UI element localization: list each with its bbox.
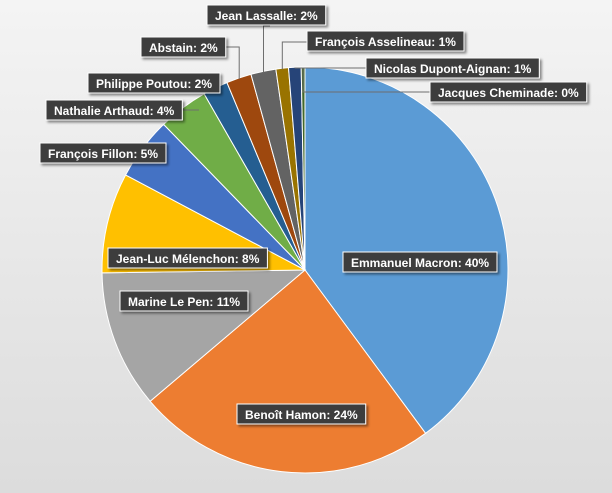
data-label: François Asselineau: 1% — [306, 30, 465, 52]
data-label: Nicolas Dupont-Aignan: 1% — [365, 57, 540, 79]
data-label: François Fillon: 5% — [39, 142, 167, 164]
leader-line — [183, 108, 199, 111]
data-label-box — [107, 247, 268, 269]
data-label-box — [39, 142, 167, 164]
leader-line — [302, 68, 430, 93]
data-label-box — [119, 290, 249, 312]
data-label-text: Nicolas Dupont-Aignan: 1% — [374, 62, 532, 76]
data-label-box — [342, 251, 498, 273]
data-label-box — [206, 4, 327, 26]
data-label-box — [236, 403, 367, 425]
pie-slice-emmanuel-macron — [304, 66, 509, 435]
data-label-box — [306, 30, 465, 52]
pie-slice-jacques-cheminade — [300, 66, 306, 271]
data-label-box — [140, 36, 227, 58]
data-label-text: Jacques Cheminade: 0% — [438, 86, 579, 100]
data-label-text: Philippe Poutou: 2% — [96, 77, 212, 91]
data-label: Marine Le Pen: 11% — [119, 290, 249, 312]
data-label-text: Marine Le Pen: 11% — [128, 295, 240, 309]
data-label-text: Jean Lassalle: 2% — [215, 9, 318, 23]
data-label-text: François Asselineau: 1% — [315, 35, 456, 49]
data-label: Abstain: 2% — [140, 36, 227, 58]
data-label: Nathalie Arthaud: 4% — [45, 99, 183, 121]
data-label-box — [365, 57, 540, 79]
leader-line — [263, 25, 270, 73]
data-label-text: Benoît Hamon: 24% — [245, 408, 358, 422]
data-label: Benoît Hamon: 24% — [236, 403, 367, 425]
data-labels: Emmanuel Macron: 40% Benoît Hamon: 24% Mar… — [39, 4, 588, 425]
leader-lines — [183, 25, 430, 111]
data-label-text: Emmanuel Macron: 40% — [351, 256, 489, 270]
leader-line — [225, 46, 240, 79]
data-label: Jean Lassalle: 2% — [206, 4, 327, 26]
data-label-box — [45, 99, 183, 121]
data-label-box — [87, 72, 221, 94]
data-label-text: Jean-Luc Mélenchon: 8% — [116, 252, 260, 266]
data-label-text: Abstain: 2% — [149, 41, 218, 55]
data-label: Jean-Luc Mélenchon: 8% — [107, 247, 268, 269]
leader-line — [281, 41, 307, 70]
data-label-box — [429, 81, 588, 103]
data-label: Emmanuel Macron: 40% — [342, 251, 498, 273]
pie-slices — [101, 66, 509, 474]
data-label: Philippe Poutou: 2% — [87, 72, 221, 94]
data-label: Jacques Cheminade: 0% — [429, 81, 588, 103]
data-label-text: François Fillon: 5% — [48, 147, 158, 161]
data-label-text: Nathalie Arthaud: 4% — [54, 104, 175, 118]
